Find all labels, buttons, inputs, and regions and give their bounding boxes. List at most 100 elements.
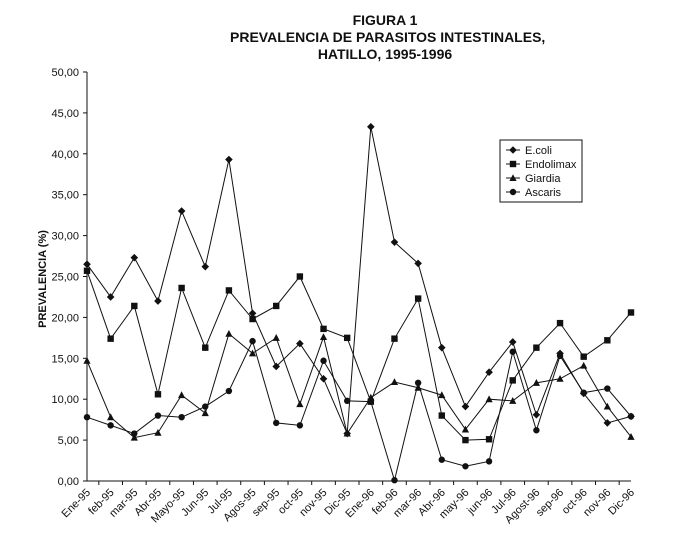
data-point-ascaris bbox=[438, 456, 445, 463]
data-point-ascaris bbox=[107, 422, 114, 429]
data-point-e-coli bbox=[130, 253, 139, 262]
data-point-ascaris bbox=[367, 398, 375, 405]
data-point-e-coli bbox=[296, 339, 304, 348]
legend-label-endolimax: Endolimax bbox=[525, 159, 577, 171]
data-point-endolimax bbox=[202, 344, 209, 351]
data-point-giardia bbox=[296, 400, 304, 408]
data-point-endolimax bbox=[249, 315, 256, 323]
data-point-endolimax bbox=[107, 335, 114, 342]
data-point-giardia bbox=[83, 356, 91, 364]
data-point-e-coli bbox=[603, 419, 612, 427]
data-point-endolimax bbox=[414, 295, 422, 302]
series-line-giardia bbox=[86, 332, 632, 439]
y-tick-label: 40,00 bbox=[51, 149, 79, 161]
data-point-endolimax bbox=[178, 284, 185, 292]
y-axis-label: PREVALENCIA (%) bbox=[37, 230, 49, 328]
chart-title-line-1: FIGURA 1 bbox=[352, 12, 418, 28]
data-point-endolimax bbox=[533, 344, 540, 351]
y-tick-label: 25,00 bbox=[51, 272, 79, 284]
series-giardia bbox=[83, 329, 635, 441]
data-point-endolimax bbox=[580, 353, 587, 360]
y-tick-label: 0,00 bbox=[58, 476, 79, 488]
data-point-e-coli bbox=[461, 402, 470, 411]
data-point-giardia bbox=[556, 374, 564, 382]
data-point-e-coli bbox=[225, 155, 233, 164]
data-point-e-coli bbox=[367, 123, 375, 131]
data-point-e-coli bbox=[532, 410, 541, 419]
data-point-giardia bbox=[438, 391, 446, 399]
data-point-endolimax bbox=[320, 325, 327, 333]
data-point-ascaris bbox=[225, 387, 233, 395]
data-point-endolimax bbox=[627, 309, 635, 316]
data-point-e-coli bbox=[248, 309, 257, 318]
chart-title-line-3: HATILLO, 1995-1996 bbox=[317, 46, 453, 62]
data-point-giardia bbox=[225, 329, 233, 337]
data-point-e-coli bbox=[83, 260, 91, 269]
data-point-ascaris bbox=[533, 427, 540, 434]
data-point-endolimax bbox=[83, 267, 91, 274]
y-tick-label: 50,00 bbox=[51, 67, 79, 79]
data-point-ascaris bbox=[178, 413, 185, 421]
data-point-ascaris bbox=[320, 357, 327, 364]
data-point-e-coli bbox=[485, 368, 493, 377]
data-point-ascaris bbox=[343, 397, 351, 405]
legend-marker-giardia bbox=[509, 174, 517, 181]
data-point-ascaris bbox=[273, 419, 280, 427]
data-point-giardia bbox=[343, 429, 351, 437]
data-point-giardia bbox=[390, 378, 399, 386]
data-point-e-coli bbox=[437, 343, 446, 352]
y-tick-label: 10,00 bbox=[51, 394, 79, 406]
data-point-ascaris bbox=[202, 403, 209, 410]
data-point-giardia bbox=[178, 391, 186, 399]
data-point-giardia bbox=[603, 402, 611, 410]
data-point-giardia bbox=[509, 397, 517, 404]
legend-marker-endolimax bbox=[509, 160, 517, 168]
data-point-e-coli bbox=[177, 207, 186, 215]
y-tick-label: 30,00 bbox=[51, 231, 79, 243]
data-point-e-coli bbox=[272, 362, 281, 371]
x-tick-label: Dic-96 bbox=[606, 487, 637, 518]
y-tick-label: 15,00 bbox=[51, 353, 79, 365]
data-point-endolimax bbox=[509, 377, 516, 384]
y-tick-label: 45,00 bbox=[51, 108, 79, 120]
legend-label-e-coli: E.coli bbox=[525, 145, 552, 157]
data-point-endolimax bbox=[604, 337, 611, 344]
data-point-ascaris bbox=[154, 412, 162, 419]
data-point-giardia bbox=[627, 433, 635, 440]
data-point-e-coli bbox=[319, 374, 328, 383]
data-point-e-coli bbox=[390, 238, 399, 246]
data-point-ascaris bbox=[414, 379, 422, 387]
data-point-giardia bbox=[461, 425, 470, 433]
legend-label-giardia: Giardia bbox=[525, 173, 561, 185]
data-point-e-coli bbox=[106, 293, 115, 301]
data-point-endolimax bbox=[225, 287, 233, 294]
data-point-giardia bbox=[367, 393, 375, 401]
data-point-endolimax bbox=[154, 391, 162, 398]
data-point-giardia bbox=[580, 361, 588, 369]
legend: E.coli Endolimax Giardia Ascaris bbox=[499, 139, 583, 203]
data-point-endolimax bbox=[131, 302, 138, 310]
series-line-endolimax bbox=[86, 270, 632, 441]
series-e-coli bbox=[83, 123, 635, 438]
data-point-ascaris bbox=[249, 337, 256, 345]
series-layer bbox=[83, 123, 635, 484]
data-point-ascaris bbox=[509, 348, 516, 355]
data-point-endolimax bbox=[296, 273, 304, 280]
data-point-e-coli bbox=[414, 259, 422, 268]
data-point-endolimax bbox=[391, 335, 398, 342]
legend-marker-ascaris bbox=[509, 188, 517, 196]
data-point-endolimax bbox=[438, 412, 445, 419]
legend-label-ascaris: Ascaris bbox=[525, 187, 562, 199]
data-point-giardia bbox=[248, 349, 257, 357]
axes: 0,00 5,00 10,00 15,00 20,00 25,00 30,00 35,00 40… bbox=[51, 67, 637, 526]
y-tick-label: 35,00 bbox=[51, 190, 79, 202]
y-tick-label: 20,00 bbox=[51, 312, 79, 324]
data-point-ascaris bbox=[83, 413, 91, 421]
data-point-endolimax bbox=[462, 436, 469, 444]
series-line-ascaris bbox=[86, 339, 632, 483]
data-point-giardia bbox=[130, 433, 138, 441]
data-point-giardia bbox=[201, 409, 209, 417]
data-point-ascaris bbox=[462, 463, 469, 470]
series-line-e-coli bbox=[86, 126, 632, 434]
data-point-giardia bbox=[272, 334, 280, 341]
